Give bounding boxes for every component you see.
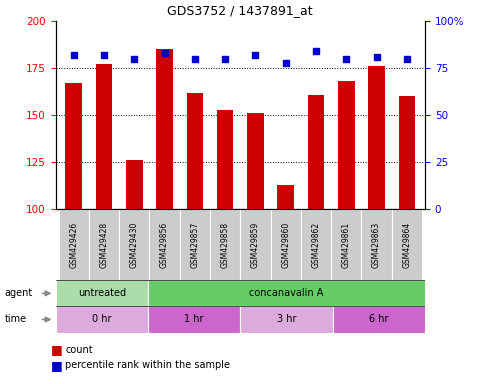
Bar: [119, 209, 149, 280]
Bar: [217, 109, 233, 209]
Bar: [277, 185, 294, 209]
Text: GSM429861: GSM429861: [342, 222, 351, 268]
Bar: [301, 209, 331, 280]
Bar: [56, 306, 148, 333]
Bar: [126, 161, 142, 209]
Text: GSM429860: GSM429860: [281, 222, 290, 268]
Bar: [58, 209, 89, 280]
Bar: [333, 306, 425, 333]
Text: GSM429863: GSM429863: [372, 222, 381, 268]
Text: GSM429856: GSM429856: [160, 222, 169, 268]
Point: [161, 50, 169, 56]
Bar: [65, 83, 82, 209]
Bar: [338, 81, 355, 209]
Text: GSM429858: GSM429858: [221, 222, 229, 268]
Bar: [368, 66, 385, 209]
Bar: [210, 209, 241, 280]
Point: [403, 56, 411, 62]
Text: 0 hr: 0 hr: [92, 314, 112, 324]
Bar: [96, 65, 113, 209]
Bar: [308, 94, 325, 209]
Bar: [186, 93, 203, 209]
Text: GSM429864: GSM429864: [402, 222, 412, 268]
Bar: [331, 209, 361, 280]
Point: [282, 60, 290, 66]
Bar: [398, 96, 415, 209]
Text: 3 hr: 3 hr: [277, 314, 296, 324]
Bar: [148, 280, 425, 306]
Point: [312, 48, 320, 54]
Text: time: time: [5, 314, 27, 324]
Text: 6 hr: 6 hr: [369, 314, 389, 324]
Point: [342, 56, 350, 62]
Text: GSM429426: GSM429426: [69, 222, 78, 268]
Text: count: count: [65, 345, 93, 355]
Text: ■: ■: [51, 343, 62, 356]
Point: [191, 56, 199, 62]
Text: ■: ■: [51, 359, 62, 372]
Bar: [241, 209, 270, 280]
Bar: [361, 209, 392, 280]
Text: untreated: untreated: [78, 288, 126, 298]
Bar: [392, 209, 422, 280]
Bar: [156, 50, 173, 209]
Bar: [149, 209, 180, 280]
Text: GSM429857: GSM429857: [190, 222, 199, 268]
Text: GSM429862: GSM429862: [312, 222, 321, 268]
Point: [70, 52, 78, 58]
Point: [373, 54, 381, 60]
Text: 1 hr: 1 hr: [185, 314, 204, 324]
Text: percentile rank within the sample: percentile rank within the sample: [65, 360, 230, 370]
Bar: [180, 209, 210, 280]
Bar: [56, 280, 148, 306]
Point: [100, 52, 108, 58]
Bar: [241, 306, 333, 333]
Point: [130, 56, 138, 62]
Text: concanavalin A: concanavalin A: [249, 288, 324, 298]
Text: GSM429859: GSM429859: [251, 222, 260, 268]
Bar: [148, 306, 241, 333]
Point: [252, 52, 259, 58]
Text: GSM429430: GSM429430: [130, 222, 139, 268]
Point: [221, 56, 229, 62]
Text: agent: agent: [5, 288, 33, 298]
Bar: [247, 113, 264, 209]
Title: GDS3752 / 1437891_at: GDS3752 / 1437891_at: [168, 4, 313, 17]
Bar: [270, 209, 301, 280]
Bar: [89, 209, 119, 280]
Text: GSM429428: GSM429428: [99, 222, 109, 268]
